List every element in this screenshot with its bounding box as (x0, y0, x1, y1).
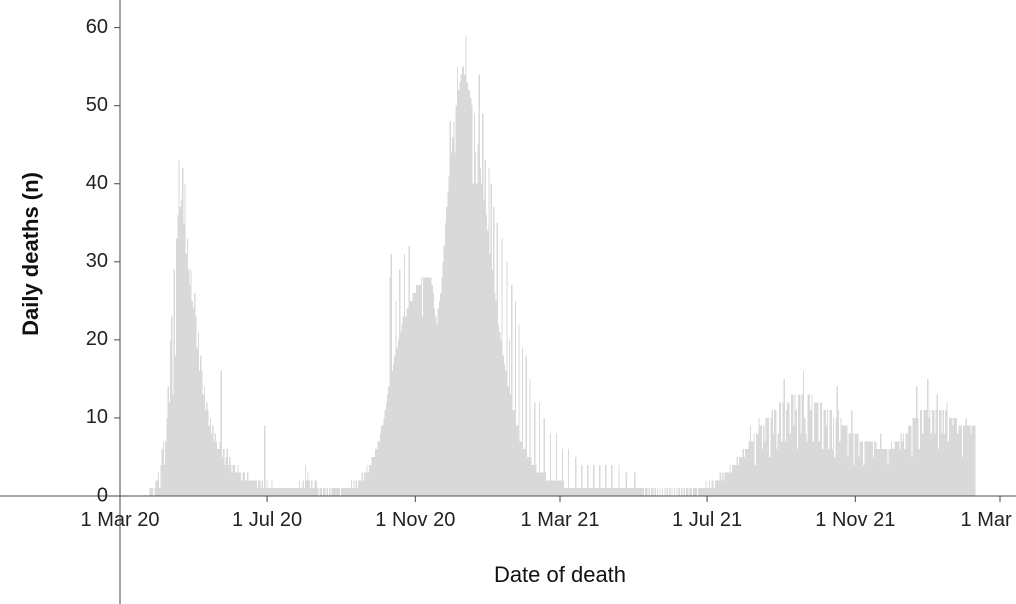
x-tick-label: 1 Jul 20 (232, 509, 302, 531)
y-tick-label: 40 (86, 172, 108, 194)
x-tick-label: 1 Nov 21 (815, 509, 895, 531)
x-tick-label: 1 Mar 22 (961, 509, 1016, 531)
y-tick-label: 60 (86, 16, 108, 38)
x-tick-label: 1 Mar 20 (81, 509, 160, 531)
daily-deaths-chart: 0 10 20 30 40 50 60 Daily deaths (n) 1 Mar 20 1 J… (0, 0, 1016, 604)
chart-svg: 0 10 20 30 40 50 60 Daily deaths (n) 1 Mar 20 1 J… (0, 0, 1016, 604)
y-tick-label: 10 (86, 406, 108, 428)
x-tick-label: 1 Mar 21 (521, 509, 600, 531)
x-tick-label: 1 Jul 21 (672, 509, 742, 531)
y-tick-label: 50 (86, 94, 108, 116)
y-axis-label: Daily deaths (n) (18, 172, 43, 336)
x-axis-label: Date of death (494, 562, 626, 587)
y-tick-label: 30 (86, 250, 108, 272)
x-tick-label: 1 Nov 20 (375, 509, 455, 531)
y-tick-label: 0 (97, 484, 108, 506)
y-tick-label: 20 (86, 328, 108, 350)
